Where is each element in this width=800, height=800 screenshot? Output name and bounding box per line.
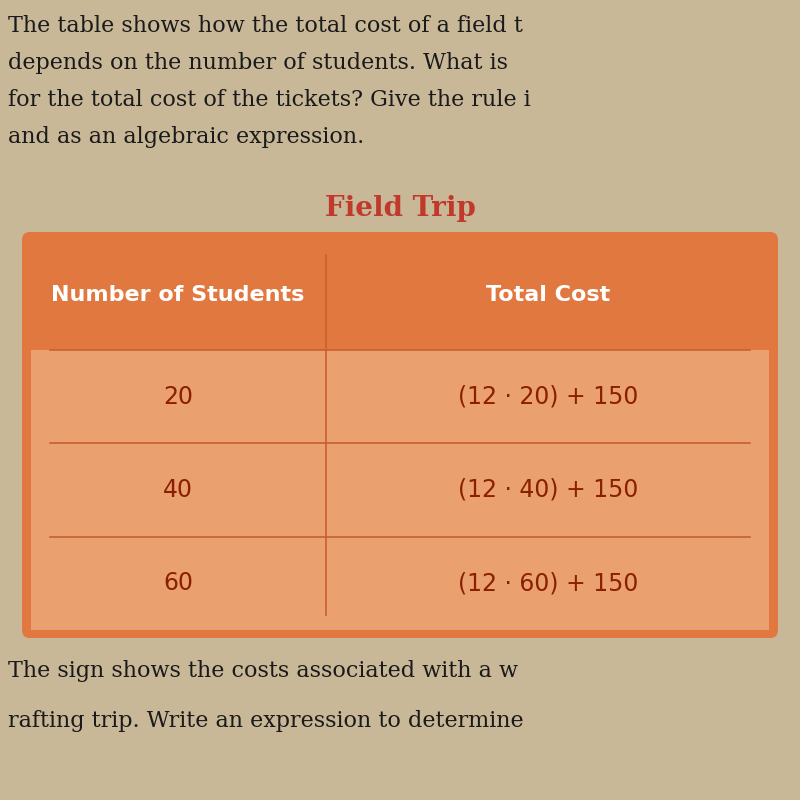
- Bar: [31, 350, 769, 443]
- Text: (12 · 20) + 150: (12 · 20) + 150: [458, 385, 638, 409]
- FancyBboxPatch shape: [22, 232, 778, 638]
- Text: Number of Students: Number of Students: [51, 285, 305, 305]
- Text: (12 · 40) + 150: (12 · 40) + 150: [458, 478, 638, 502]
- Text: 40: 40: [163, 478, 193, 502]
- Text: The sign shows the costs associated with a w: The sign shows the costs associated with…: [8, 660, 518, 682]
- Bar: [31, 537, 769, 630]
- Text: The table shows how the total cost of a field t: The table shows how the total cost of a …: [8, 15, 523, 37]
- Text: Field Trip: Field Trip: [325, 195, 475, 222]
- Text: depends on the number of students. What is: depends on the number of students. What …: [8, 52, 508, 74]
- Text: 60: 60: [163, 571, 193, 595]
- Text: for the total cost of the tickets? Give the rule i: for the total cost of the tickets? Give …: [8, 89, 530, 111]
- Text: Total Cost: Total Cost: [486, 285, 610, 305]
- Text: (12 · 60) + 150: (12 · 60) + 150: [458, 571, 638, 595]
- Text: 20: 20: [163, 385, 193, 409]
- Text: and as an algebraic expression.: and as an algebraic expression.: [8, 126, 364, 148]
- Text: rafting trip. Write an expression to determine: rafting trip. Write an expression to det…: [8, 710, 524, 732]
- Bar: [31, 443, 769, 537]
